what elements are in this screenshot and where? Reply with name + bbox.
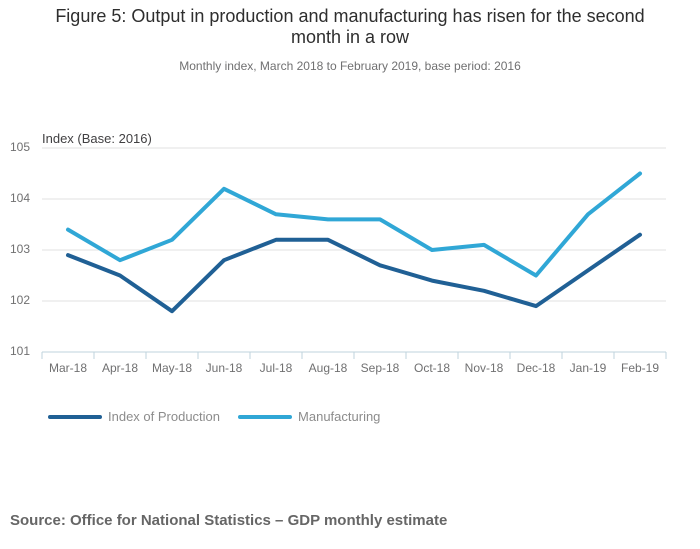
legend-label: Manufacturing	[298, 409, 381, 424]
x-tick-label: Feb-19	[620, 361, 660, 375]
y-tick-label: 103	[9, 242, 30, 256]
x-tick-label: May-18	[151, 361, 192, 375]
chart-title: Figure 5: Output in production and manuf…	[0, 6, 700, 48]
legend-item: Manufacturing	[238, 409, 380, 424]
x-tick-label: Sep-18	[360, 361, 400, 375]
x-tick-label: Nov-18	[464, 361, 504, 375]
x-tick-label: Jul-18	[259, 361, 293, 375]
series-line-index-of-production	[66, 232, 642, 314]
source-note: Source: Office for National Statistics –…	[10, 512, 448, 529]
legend-label: Index of Production	[108, 409, 221, 424]
x-tick-label: Oct-18	[413, 361, 450, 375]
x-tick-label: Apr-18	[101, 361, 139, 375]
legend-swatch-manufacturing	[238, 414, 293, 419]
y-tick-label: 104	[9, 191, 30, 205]
chart-plot	[41, 147, 667, 359]
chart-subtitle: Monthly index, March 2018 to February 20…	[179, 59, 521, 73]
x-tick-label: Mar-18	[48, 361, 87, 375]
legend-item: Index of Production	[48, 409, 220, 424]
y-tick-label: 102	[9, 293, 30, 307]
x-tick-label: Dec-18	[516, 361, 556, 375]
chart-title-text: Figure 5: Output in production and manuf…	[55, 6, 645, 47]
x-tick-label: Jun-18	[205, 361, 243, 375]
legend: Index of Production Manufacturing	[48, 409, 380, 424]
x-tick-label: Jan-19	[569, 361, 607, 375]
series-line-manufacturing	[66, 171, 642, 278]
legend-swatch-index-of-production	[48, 414, 102, 419]
y-tick-label: 101	[9, 344, 30, 358]
x-tick-label: Aug-18	[308, 361, 348, 375]
y-tick-label: 105	[9, 140, 30, 154]
y-axis-title: Index (Base: 2016)	[42, 131, 152, 146]
